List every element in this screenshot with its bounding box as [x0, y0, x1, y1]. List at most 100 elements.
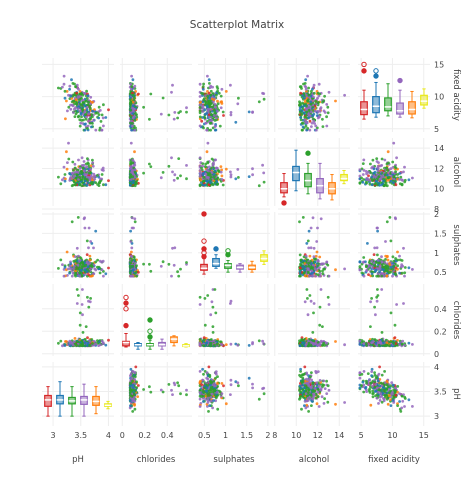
scatter-point [225, 402, 228, 405]
scatter-point [390, 240, 393, 243]
scatter-point [214, 129, 217, 132]
scatter-point [79, 122, 82, 125]
scatter-point [131, 170, 134, 173]
box-outlier [362, 69, 366, 73]
scatter-point [148, 385, 151, 388]
scatter-point [107, 267, 110, 270]
scatter-point [135, 275, 138, 278]
scatter-point [248, 377, 251, 380]
scatter-point [59, 259, 62, 262]
scatter-point [301, 265, 304, 268]
scatter-point [173, 111, 176, 114]
scatter-point [78, 176, 81, 179]
scatter-point [313, 247, 316, 250]
scatter-point [84, 180, 87, 183]
scatter-point [173, 264, 176, 267]
scatter-point [302, 126, 305, 129]
scatter-point [387, 150, 390, 153]
scatter-point [89, 300, 92, 303]
scatter-point [402, 247, 405, 250]
box-pH-group-6 [81, 384, 88, 416]
scatter-point [88, 172, 91, 175]
scatter-point [299, 270, 302, 273]
scatter-point [304, 300, 307, 303]
scatter-point [216, 110, 219, 113]
scatter-point [210, 113, 213, 116]
scatter-point [315, 340, 318, 343]
scatter-point [199, 303, 202, 306]
scatter-point [378, 184, 381, 187]
scatter-point [98, 181, 101, 184]
scatter-point [173, 173, 176, 176]
scatter-point [101, 268, 104, 271]
scatter-point [199, 156, 202, 159]
scatter-point [67, 106, 70, 109]
scatter-point [100, 120, 103, 123]
scatter-point [142, 388, 145, 391]
scatter-point [64, 344, 67, 347]
scatter-point [131, 384, 134, 387]
box-outlier [306, 151, 310, 155]
scatter-point [261, 340, 264, 343]
scatter-point [386, 274, 389, 277]
scatter-point [302, 122, 305, 125]
scatter-point [220, 165, 223, 168]
scatter-point [373, 247, 376, 250]
scatter-point [205, 112, 208, 115]
scatter-point [316, 227, 319, 230]
scatter-point [176, 381, 179, 384]
scatter-point [91, 342, 94, 345]
scatter-point [303, 112, 306, 115]
scatter-point [160, 113, 163, 116]
scatter-point [382, 341, 385, 344]
scatter-point [400, 263, 403, 266]
scatter-point [74, 275, 77, 278]
scatter-point [132, 105, 135, 108]
scatter-point [206, 161, 209, 164]
scatter-point [168, 263, 171, 266]
scatter-point [134, 375, 137, 378]
scatter-point [107, 339, 110, 342]
scatter-point [304, 82, 307, 85]
scatter-point [101, 173, 104, 176]
scatter-point [328, 91, 331, 94]
scatter-point [362, 256, 365, 259]
scatter-point [202, 180, 205, 183]
scatter-point [377, 167, 380, 170]
scatter-point [212, 325, 215, 328]
scatter-point [204, 108, 207, 111]
scatter-point [91, 159, 94, 162]
scatter-point [395, 273, 398, 276]
scatter-point [377, 267, 380, 270]
box-body [281, 183, 288, 193]
scatter-point [237, 384, 240, 387]
scatter-point [83, 216, 86, 219]
scatter-point [308, 109, 311, 112]
scatter-point [131, 216, 134, 219]
scatter-point [213, 344, 216, 347]
scatter-point [71, 104, 74, 107]
scatter-point [176, 117, 179, 120]
box-outlier [124, 323, 128, 327]
scatter-point [84, 341, 87, 344]
box-chlorides-group-8 [183, 344, 190, 347]
scatter-point [318, 256, 321, 259]
scatter-point [214, 312, 217, 315]
scatter-point [221, 178, 224, 181]
scatter-point [401, 272, 404, 275]
scatter-point [86, 176, 89, 179]
scatter-point [308, 275, 311, 278]
box-alcohol-group-3 [281, 174, 288, 206]
box-sulphates-group-4 [213, 247, 220, 269]
scatter-point [325, 342, 328, 345]
scatter-point [77, 294, 80, 297]
scatter-point [87, 342, 90, 345]
scatter-point [383, 184, 386, 187]
scatter-point [168, 165, 171, 168]
scatter-point [71, 184, 74, 187]
scatter-point [220, 95, 223, 98]
scatter-point [317, 117, 320, 120]
scatter-point [305, 242, 308, 245]
scatter-point [101, 129, 104, 132]
scatter-point [312, 95, 315, 98]
